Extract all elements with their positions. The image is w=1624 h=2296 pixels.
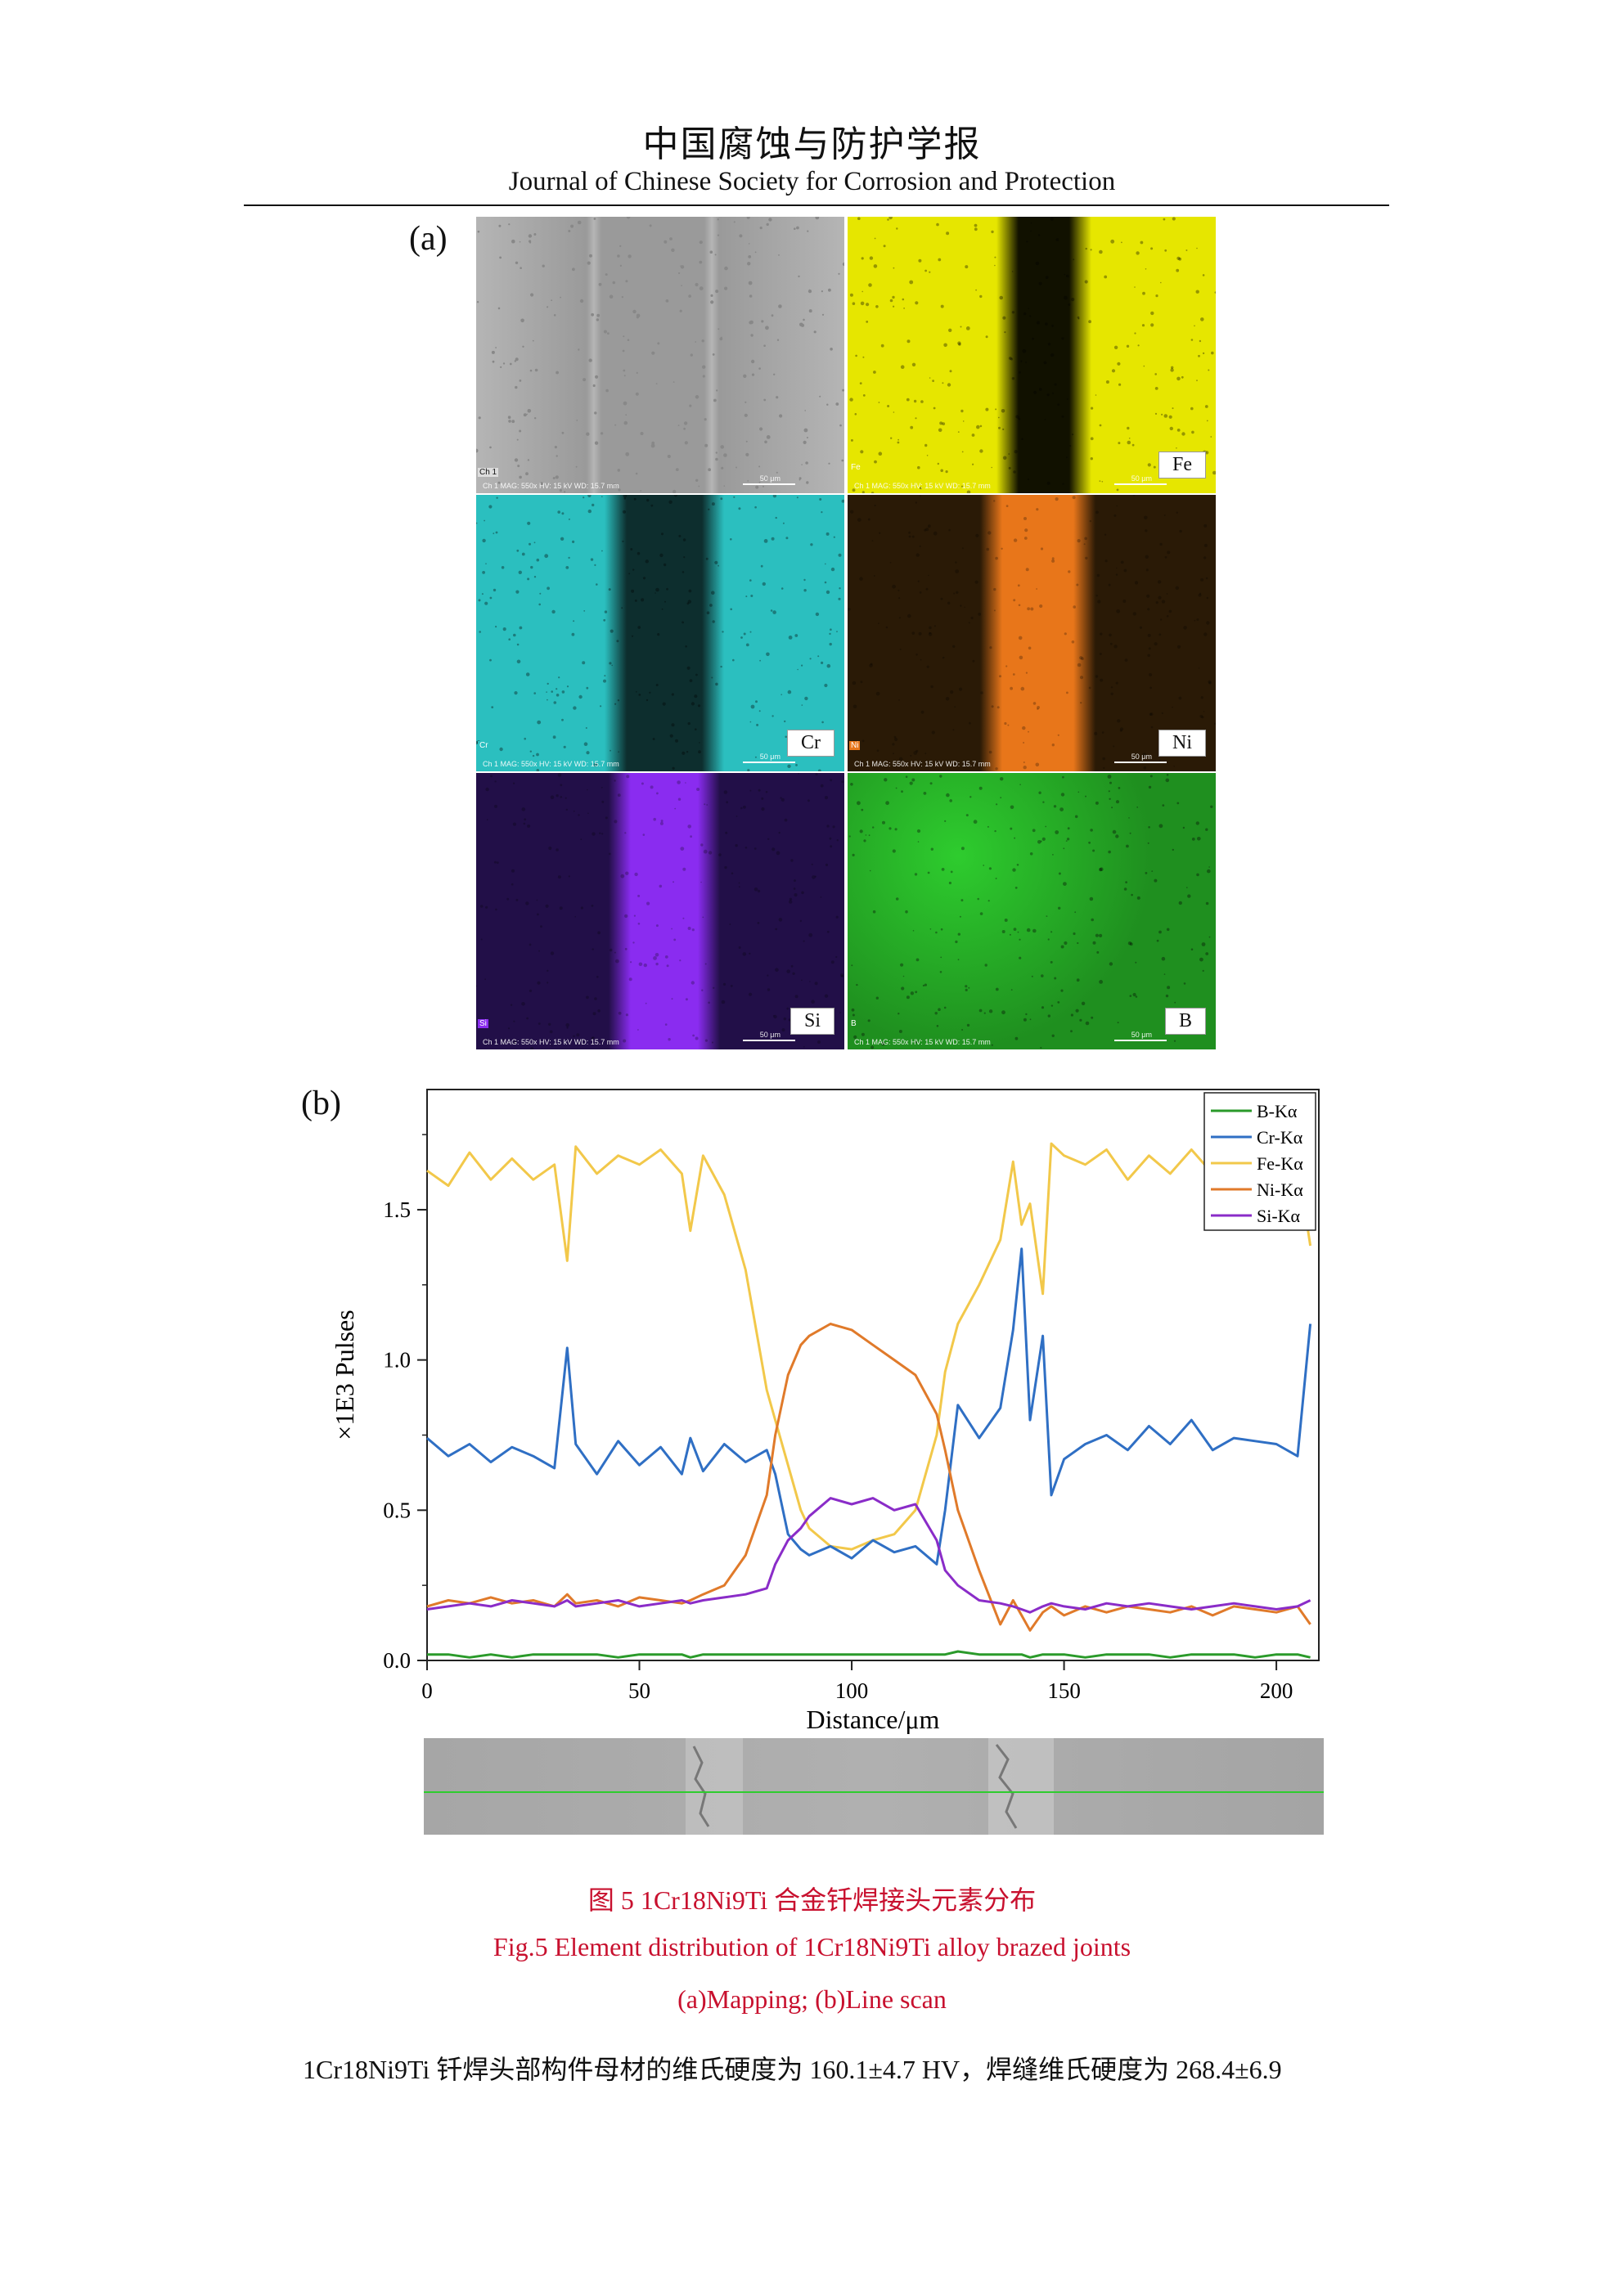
map-tag-b: B bbox=[849, 1019, 858, 1028]
body-paragraph: 1Cr18Ni9Ti 钎焊头部构件母材的维氏硬度为 160.1±4.7 HV，焊… bbox=[303, 2055, 1282, 2084]
scale-bar bbox=[1114, 1040, 1167, 1041]
scale-bar bbox=[1114, 483, 1167, 485]
map-meta-ni: Ch 1 MAG: 550x HV: 15 kV WD: 15.7 mm bbox=[854, 760, 991, 768]
x-tick-label: 200 bbox=[1260, 1678, 1293, 1703]
panel-a-label: (a) bbox=[409, 220, 448, 258]
series-line-cr bbox=[426, 1247, 1312, 1566]
map-label-cr: Cr bbox=[787, 730, 834, 757]
legend-entry: B-Kα bbox=[1257, 1101, 1298, 1121]
map-channel-sem: Ch 1 bbox=[478, 468, 499, 477]
scale-bar bbox=[743, 483, 795, 485]
legend-entry: Fe-Kα bbox=[1257, 1153, 1303, 1174]
figure-caption-cn: 图 5 1Cr18Ni9Ti 合金钎焊接头元素分布 bbox=[587, 1885, 1037, 1915]
x-tick-label: 50 bbox=[628, 1678, 650, 1703]
journal-title-cn: 中国腐蚀与防护学报 bbox=[642, 124, 982, 164]
map-tag-cr: Cr bbox=[478, 741, 490, 750]
series-line-si bbox=[426, 1497, 1311, 1614]
series-lines bbox=[426, 1142, 1312, 1659]
element-map-ni: Ni Ni Ch 1 MAG: 550x HV: 15 kV WD: 15.7 mm… bbox=[848, 495, 1216, 771]
map-meta-si: Ch 1 MAG: 550x HV: 15 kV WD: 15.7 mm bbox=[483, 1038, 619, 1046]
map-meta-fe: Ch 1 MAG: 550x HV: 15 kV WD: 15.7 mm bbox=[854, 482, 991, 490]
map-texture bbox=[849, 217, 1216, 493]
map-label-si: Si bbox=[790, 1008, 834, 1035]
panel-b-label: (b) bbox=[301, 1085, 341, 1122]
scale-bar bbox=[743, 762, 795, 763]
scale-bar-label: 50 μm bbox=[1131, 1031, 1152, 1039]
journal-title-en: Journal of Chinese Society for Corrosion… bbox=[508, 167, 1116, 196]
figure-caption-en: Fig.5 Element distribution of 1Cr18Ni9Ti… bbox=[493, 1932, 1131, 1961]
map-texture bbox=[848, 774, 1213, 1049]
element-map-fe: Fe Fe Ch 1 MAG: 550x HV: 15 kV WD: 15.7 mm… bbox=[848, 217, 1216, 493]
scale-bar bbox=[1114, 762, 1167, 763]
map-texture bbox=[476, 495, 844, 771]
element-map-cr: Cr Cr Ch 1 MAG: 550x HV: 15 kV WD: 15.7 mm… bbox=[476, 495, 844, 771]
map-meta-sem: Ch 1 MAG: 550x HV: 15 kV WD: 15.7 mm bbox=[483, 482, 619, 490]
map-label-ni: Ni bbox=[1158, 730, 1206, 757]
axis-ticks: 0 50 100 150 200 0.0 0.5 1.0 1.5 bbox=[383, 1134, 1293, 1703]
map-meta-cr: Ch 1 MAG: 550x HV: 15 kV WD: 15.7 mm bbox=[483, 760, 619, 768]
legend-entry: Si-Kα bbox=[1257, 1206, 1301, 1226]
x-axis-label: Distance/μm bbox=[807, 1705, 940, 1734]
x-tick-label: 100 bbox=[835, 1678, 869, 1703]
scale-bar-label: 50 μm bbox=[759, 1031, 781, 1039]
header-rule bbox=[244, 204, 1389, 206]
y-axis-label: ×1E3 Pulses bbox=[330, 1310, 359, 1440]
map-texture bbox=[476, 217, 844, 493]
legend-entry: Ni-Kα bbox=[1257, 1179, 1303, 1200]
scale-bar-label: 50 μm bbox=[759, 753, 781, 761]
element-map-si: Si Si Ch 1 MAG: 550x HV: 15 kV WD: 15.7 mm… bbox=[476, 773, 844, 1049]
legend-box bbox=[1203, 1092, 1316, 1231]
map-tag-si: Si bbox=[478, 1019, 488, 1028]
x-tick-label: 150 bbox=[1047, 1678, 1081, 1703]
series-line-ni bbox=[426, 1323, 1311, 1632]
scale-bar-label: 50 μm bbox=[1131, 753, 1152, 761]
y-tick-label: 1.0 bbox=[383, 1348, 411, 1373]
map-label-b: B bbox=[1164, 1008, 1206, 1035]
y-tick-label: 0.0 bbox=[383, 1648, 411, 1673]
y-tick-label: 0.5 bbox=[383, 1498, 411, 1522]
scale-bar-label: 50 μm bbox=[1131, 474, 1152, 483]
scale-bar bbox=[743, 1040, 795, 1041]
chart-legend: B-Kα Cr-Kα Fe-Kα Ni-Kα Si-Kα bbox=[1203, 1092, 1316, 1231]
legend-entry: Cr-Kα bbox=[1257, 1127, 1303, 1148]
y-tick-label: 1.5 bbox=[383, 1197, 411, 1222]
line-scan-sem-strip bbox=[424, 1738, 1324, 1835]
element-map-sem: Ch 1 Ch 1 MAG: 550x HV: 15 kV WD: 15.7 mm… bbox=[476, 217, 844, 493]
map-texture bbox=[848, 495, 1216, 771]
map-tag-fe: Fe bbox=[849, 463, 862, 472]
figure-caption-sub: (a)Mapping; (b)Line scan bbox=[677, 1984, 947, 2014]
map-tag-ni: Ni bbox=[849, 741, 861, 750]
series-line-b bbox=[427, 1650, 1311, 1659]
plot-frame bbox=[426, 1089, 1320, 1661]
line-scan-chart: 0 50 100 150 200 0.0 0.5 1.0 1.5 B-Kα Cr-Kα Fe-Kα N… bbox=[330, 1089, 1320, 1734]
map-label-fe: Fe bbox=[1158, 452, 1206, 479]
scale-bar-label: 50 μm bbox=[759, 474, 781, 483]
element-map-b: B B Ch 1 MAG: 550x HV: 15 kV WD: 15.7 mm 50… bbox=[848, 773, 1216, 1049]
map-texture bbox=[476, 773, 844, 1049]
map-meta-b: Ch 1 MAG: 550x HV: 15 kV WD: 15.7 mm bbox=[854, 1038, 991, 1046]
x-tick-label: 0 bbox=[421, 1678, 433, 1703]
